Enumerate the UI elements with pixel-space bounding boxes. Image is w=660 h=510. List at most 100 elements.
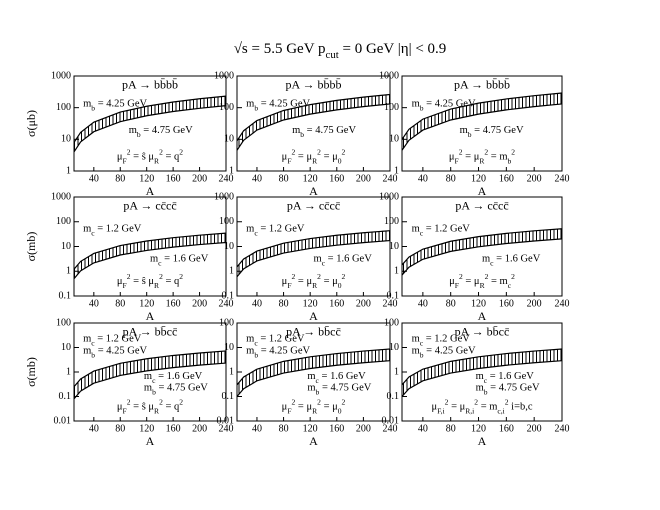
x-tick-label: 200	[192, 173, 207, 184]
scale-label-part: μ	[282, 152, 288, 163]
x-tick-label: 160	[499, 173, 514, 184]
scale-label-part: F	[287, 157, 291, 166]
mass-label-part: m	[246, 224, 254, 235]
mass-label-part: c	[322, 259, 326, 268]
band-hatch	[237, 94, 390, 151]
mass-label-part: m	[129, 126, 137, 137]
mass-label-part: m	[460, 126, 468, 137]
mass-label-part: m	[246, 346, 254, 357]
mass-label-part: = 1.6 GeV	[325, 254, 372, 265]
y-tick-label: 0.01	[217, 415, 235, 426]
y-tick-label: 1	[394, 165, 399, 176]
figure-title: √s = 5.5 GeV pcut = 0 GeV |η| < 0.9	[234, 41, 447, 61]
mass-label-part: m	[314, 254, 322, 265]
x-tick-label: 120	[139, 173, 154, 184]
mass-label: mb = 4.75 GeV	[129, 126, 193, 140]
mass-label: mc = 1.6 GeV	[476, 371, 535, 385]
x-axis-label: A	[309, 309, 318, 323]
y-tick-label: 1000	[51, 70, 71, 81]
y-tick-label: 100	[56, 102, 71, 113]
x-axis-label: A	[309, 434, 318, 448]
scale-label-part: = μ	[321, 152, 338, 163]
mass-label: mb = 4.75 GeV	[307, 383, 371, 397]
x-tick-label: 240	[383, 298, 398, 309]
scale-label-part: μ	[449, 277, 455, 288]
y-tick-label: 0.1	[387, 391, 400, 402]
x-tick-label: 40	[89, 423, 99, 434]
curve	[236, 93, 391, 142]
y-tick-label: 1	[229, 366, 234, 377]
mass-label-part: c	[484, 376, 488, 385]
mass-label-part: c	[158, 259, 162, 268]
scale-label-part: = ŝ μ	[131, 152, 155, 163]
mass-label: mc = 1.2 GeV	[246, 334, 305, 348]
mass-label-part: m	[412, 334, 420, 345]
mass-label-part: = 1.2 GeV	[258, 224, 305, 235]
scale-label-part: 2	[342, 398, 346, 407]
scale-label-part: 0	[338, 407, 342, 416]
x-tick-label: 80	[279, 423, 289, 434]
mass-label-part: = 4.75 GeV	[488, 383, 540, 394]
mass-label-part: b	[254, 104, 258, 113]
x-tick-label: 120	[139, 298, 154, 309]
y-tick-label: 1	[229, 266, 234, 277]
x-tick-label: 120	[303, 173, 318, 184]
x-tick-label: 160	[329, 298, 344, 309]
scale-label-part: = μ	[295, 152, 312, 163]
scale-label-part: 2	[485, 272, 489, 281]
y-axis-label: σ(mb)	[24, 232, 38, 262]
curve	[73, 105, 227, 153]
curve	[236, 360, 391, 397]
x-tick-label: 40	[418, 173, 428, 184]
x-axis-label: A	[309, 184, 318, 198]
x-tick-label: 240	[219, 173, 234, 184]
scale-label-part: i=b,c	[509, 402, 533, 413]
x-tick-label: 200	[192, 423, 207, 434]
process-label: pA → bb̄bb̄	[122, 77, 178, 91]
y-tick-label: 0.01	[54, 415, 72, 426]
mass-label-part: = 1.2 GeV	[423, 334, 470, 345]
scale-label-part: μ	[282, 402, 288, 413]
mass-label: mc = 1.6 GeV	[482, 254, 541, 268]
scale-label-part: R	[312, 157, 318, 166]
curve	[73, 232, 227, 270]
y-axis-label: σ(μb)	[24, 110, 38, 137]
y-tick-label: 1	[229, 165, 234, 176]
y-tick-label: 100	[384, 102, 399, 113]
scale-label-part: μ	[117, 152, 123, 163]
mass-label: mc = 1.2 GeV	[83, 224, 142, 238]
mass-label: mb = 4.75 GeV	[460, 126, 524, 140]
scale-label-part: R	[312, 281, 318, 290]
mass-label-part: = 4.75 GeV	[304, 126, 356, 137]
scale-label-part: 2	[474, 398, 478, 407]
mass-label: mb = 4.25 GeV	[246, 346, 310, 360]
scale-label-part: = ŝ μ	[131, 402, 155, 413]
mass-label: mc = 1.2 GeV	[412, 334, 471, 348]
curve	[401, 92, 563, 140]
scale-label-part: R	[479, 157, 485, 166]
plot-frame	[401, 75, 563, 172]
scale-label: μF2 = ŝ μR2 = q2	[117, 148, 183, 166]
y-tick-label: 1000	[51, 191, 71, 202]
y-tick-label: 10	[389, 241, 399, 252]
y-tick-label: 100	[219, 216, 234, 227]
scale-label-part: 2	[292, 148, 296, 157]
mass-label-part: = 4.75 GeV	[319, 383, 371, 394]
scale-label-part: = μ	[463, 152, 480, 163]
figure-title-part: √s = 5.5 GeV p	[234, 41, 326, 57]
scale-label: μF2 = ŝ μR2 = q2	[117, 272, 183, 290]
x-tick-label: 160	[329, 423, 344, 434]
mass-label-part: m	[144, 371, 152, 382]
x-axis-label: A	[478, 309, 487, 323]
scale-label-part: = m	[488, 152, 507, 163]
y-tick-label: 1	[66, 266, 71, 277]
y-tick-label: 100	[384, 317, 399, 328]
scale-label-part: 2	[484, 148, 488, 157]
mass-label-part: b	[420, 104, 424, 113]
y-tick-label: 0.1	[59, 391, 72, 402]
scale-label-part: = q	[163, 152, 180, 163]
scale-label-part: 2	[159, 148, 163, 157]
scale-label-part: 0	[338, 281, 342, 290]
band-hatch	[237, 348, 390, 397]
x-tick-label: 80	[115, 423, 125, 434]
